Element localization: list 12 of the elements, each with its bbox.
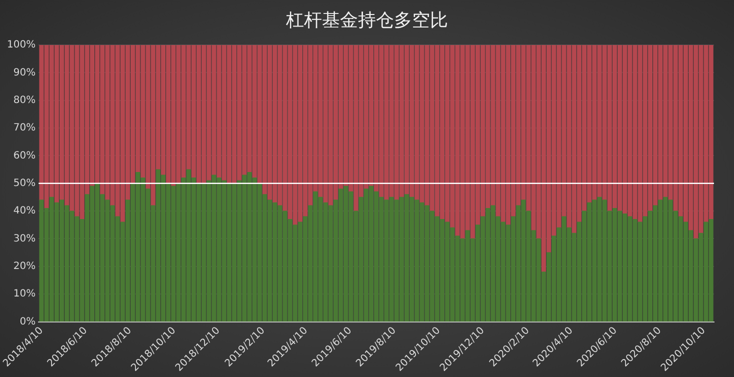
chart-title: 杠杆基金持仓多空比: [285, 9, 449, 32]
y-tick-label: 10%: [13, 288, 36, 300]
y-tick-label: 0%: [20, 316, 36, 328]
y-tick-label: 80%: [13, 94, 36, 106]
y-tick-label: 60%: [13, 150, 36, 162]
y-tick-label: 30%: [13, 233, 36, 244]
y-tick-label: 100%: [6, 40, 36, 51]
y-tick-label: 70%: [13, 122, 36, 134]
y-tick-label: 20%: [13, 261, 36, 272]
y-tick-label: 40%: [13, 206, 36, 217]
y-tick-label: 50%: [13, 178, 36, 189]
y-tick-label: 90%: [13, 67, 36, 78]
